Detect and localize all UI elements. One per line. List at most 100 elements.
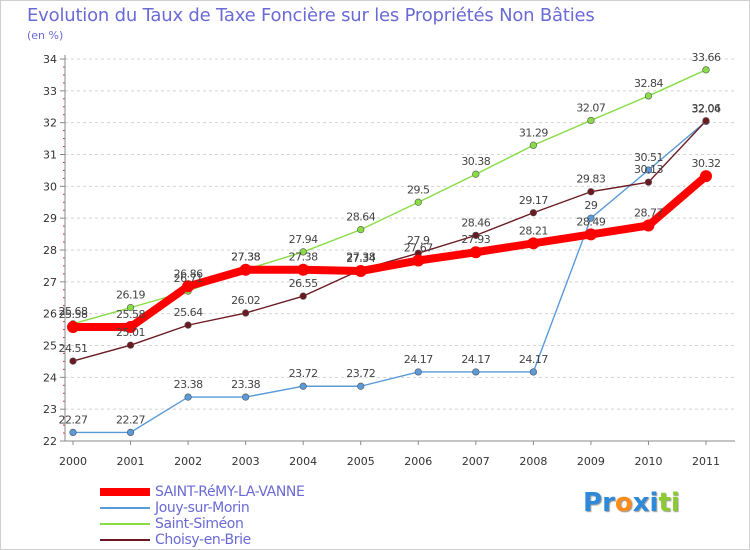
data-point [299, 382, 307, 390]
data-point [529, 141, 537, 149]
data-point [527, 237, 540, 250]
legend-swatch [100, 523, 150, 525]
data-label: 25.58 [59, 308, 88, 321]
data-label: 30.38 [461, 155, 490, 168]
data-label: 26.71 [174, 272, 203, 285]
data-point [412, 254, 425, 267]
data-point [529, 368, 537, 376]
data-label: 27.34 [346, 252, 375, 265]
x-tick-label: 2001 [117, 455, 145, 468]
data-point [644, 178, 653, 186]
data-label: 22.27 [59, 413, 88, 426]
data-label: 29.83 [576, 173, 605, 186]
series-line-0 [69, 172, 710, 332]
data-point [299, 248, 307, 256]
data-label: 26.55 [289, 277, 318, 290]
chart-title: Evolution du Taux de Taxe Foncière sur l… [27, 5, 595, 26]
y-tick-label: 29 [43, 212, 57, 225]
data-label: 28.46 [461, 216, 490, 229]
logo-letter: P [583, 488, 603, 518]
data-label: 32.04 [692, 102, 721, 115]
x-tick-label: 2011 [692, 455, 720, 468]
data-label: 27.67 [404, 242, 433, 255]
series-line-2 [72, 69, 707, 325]
data-point [184, 393, 192, 401]
y-tick-label: 31 [43, 149, 57, 162]
data-label: 23.72 [289, 367, 318, 380]
data-label: 29 [584, 199, 597, 212]
data-label: 28.21 [519, 224, 548, 237]
data-point [182, 280, 195, 293]
legend-swatch [100, 507, 150, 509]
data-point [126, 341, 135, 349]
data-label: 26.19 [116, 289, 145, 302]
data-label: 27.94 [289, 233, 318, 246]
data-label: 27.9 [407, 234, 430, 247]
x-tick-label: 2004 [289, 455, 317, 468]
chart-subtitle: (en %) [27, 29, 64, 42]
y-tick-label: 28 [43, 244, 57, 257]
data-point [642, 219, 655, 232]
x-tick-label: 2009 [577, 455, 605, 468]
series-points [67, 66, 712, 437]
data-point [414, 368, 422, 376]
data-label: 24.17 [404, 353, 433, 366]
data-point [242, 393, 250, 401]
y-tick-label: 33 [43, 85, 57, 98]
data-point [299, 292, 307, 300]
y-tick-label: 30 [43, 180, 57, 193]
data-label: 28.49 [576, 215, 605, 228]
x-tick-label: 2008 [519, 455, 547, 468]
y-tick-label: 22 [43, 435, 57, 448]
data-label: 29.17 [519, 194, 548, 207]
data-point [587, 188, 595, 196]
data-point [124, 321, 137, 334]
y-tick-label: 26 [43, 308, 57, 321]
data-label: 24.17 [519, 353, 548, 366]
legend-label: SAINT-RéMY-LA-VANNE [155, 484, 305, 500]
data-label: 23.72 [346, 367, 375, 380]
data-point [587, 214, 595, 222]
data-point [126, 428, 135, 437]
grid-lines [65, 58, 735, 410]
data-label: 24.51 [59, 342, 88, 355]
logo-letter: t [658, 488, 671, 518]
data-point [702, 66, 710, 74]
data-label: 26.86 [174, 267, 203, 280]
x-tick-label: 2006 [404, 455, 432, 468]
logo-letter: i [649, 488, 659, 518]
data-point [414, 198, 422, 206]
data-label: 27.93 [461, 233, 490, 246]
x-tick-label: 2007 [462, 455, 490, 468]
data-label: 33.66 [692, 51, 721, 64]
logo-letter: i [670, 488, 680, 518]
logo-letter: x [632, 488, 650, 518]
x-tick-label: 2005 [347, 455, 375, 468]
y-tick-label: 34 [43, 53, 57, 66]
data-label: 27.38 [346, 251, 375, 264]
data-label: 28.77 [634, 206, 663, 219]
data-point [354, 265, 367, 278]
data-label: 27.38 [231, 251, 260, 264]
data-label: 32.06 [692, 102, 721, 115]
data-point [69, 428, 77, 437]
data-label: 30.32 [692, 157, 721, 170]
series-line-1 [72, 120, 707, 434]
data-point [469, 246, 482, 259]
data-point [242, 309, 250, 317]
x-tick-label: 2000 [59, 455, 87, 468]
legend-swatch [100, 539, 150, 541]
x-tick-label: 2010 [634, 455, 662, 468]
data-point [472, 368, 480, 376]
y-tick-label: 25 [43, 340, 57, 353]
data-point [472, 231, 480, 239]
series-line-3 [72, 120, 707, 362]
y-tick-label: 23 [43, 403, 57, 416]
x-tick-label: 2003 [232, 455, 260, 468]
data-label: 32.07 [576, 101, 605, 114]
line-chart: 22 23 24 25 26 27 28 29 30 31 32 33 34 2000 2001 2002 20… [43, 51, 735, 468]
legend-swatch [100, 488, 150, 496]
y-tick-label: 32 [43, 117, 57, 130]
data-point [67, 321, 79, 334]
